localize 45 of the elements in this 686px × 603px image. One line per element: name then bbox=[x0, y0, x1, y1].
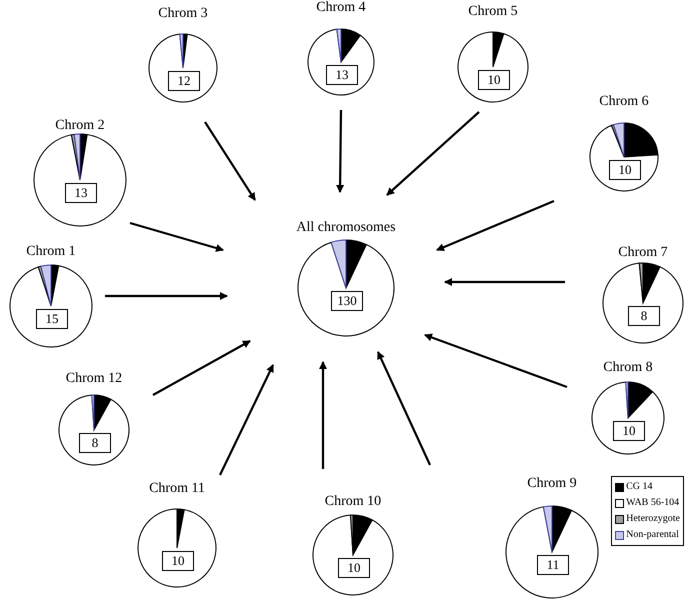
text: 10 bbox=[162, 551, 194, 571]
text: 8 bbox=[79, 433, 111, 453]
chart-title: All chromosomes bbox=[295, 219, 397, 237]
text: 11 bbox=[537, 555, 569, 575]
chart-title: Chrom 10 bbox=[324, 493, 382, 511]
text: 10 bbox=[613, 421, 645, 441]
chart-title: Chrom 7 bbox=[617, 244, 669, 262]
pie-slice bbox=[91, 394, 94, 430]
chart-title: Chrom 11 bbox=[148, 480, 206, 498]
pie-slice bbox=[542, 506, 552, 552]
chart-title: Chrom 3 bbox=[157, 5, 209, 23]
text: 130 bbox=[331, 291, 363, 311]
chart-title: Chrom 9 bbox=[527, 476, 577, 491]
text: 8 bbox=[628, 306, 660, 326]
text: 10 bbox=[609, 160, 641, 180]
text: 12 bbox=[168, 71, 200, 91]
text: 10 bbox=[478, 70, 510, 90]
chart-title: Chrom 5 bbox=[467, 3, 519, 21]
text: 13 bbox=[326, 65, 358, 85]
pie-slice bbox=[298, 242, 394, 336]
pie-slice bbox=[138, 508, 216, 588]
chart-title: Chrom 4 bbox=[315, 0, 367, 17]
legend-label: WAB 56-104 bbox=[625, 496, 680, 510]
chart-title: Chrom 8 bbox=[602, 359, 654, 377]
pie-slice bbox=[312, 514, 394, 596]
text: 10 bbox=[338, 558, 370, 578]
pie-slice bbox=[625, 382, 628, 418]
legend-label: Heterozygote bbox=[625, 512, 680, 526]
chart-title: Chrom 12 bbox=[64, 370, 124, 388]
pie-slice bbox=[179, 34, 184, 68]
pie-slice bbox=[10, 265, 92, 348]
text: 13 bbox=[65, 183, 97, 203]
pie-slice bbox=[336, 28, 342, 62]
pie-slice bbox=[330, 240, 346, 288]
text: 15 bbox=[36, 309, 68, 329]
pie-slice bbox=[40, 264, 52, 306]
pie-slice bbox=[602, 262, 684, 344]
pie-slice bbox=[506, 506, 598, 598]
chart-title: Chrom 1 bbox=[25, 243, 77, 261]
legend-label: Non-parental bbox=[625, 528, 680, 542]
pie-slice bbox=[34, 134, 126, 226]
pie-slice bbox=[74, 134, 80, 180]
legend-label: CG 14 bbox=[625, 480, 654, 494]
chart-title: Chrom 6 bbox=[598, 93, 650, 111]
chart-title: Chrom 2 bbox=[54, 117, 106, 135]
